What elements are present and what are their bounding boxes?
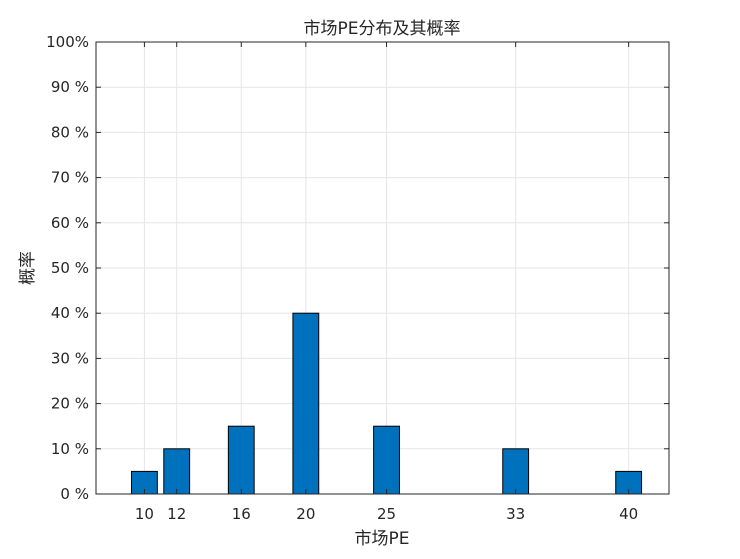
y-tick-label: 0 %	[60, 485, 89, 503]
y-tick-label: 20 %	[51, 395, 89, 413]
y-tick-label: 80 %	[51, 123, 89, 141]
y-axis-title: 概率	[18, 251, 38, 285]
y-tick-label: 90 %	[51, 78, 89, 96]
x-tick-label: 40	[619, 505, 638, 523]
y-tick-label: 40 %	[51, 304, 89, 322]
x-axis-title: 市场PE	[355, 529, 410, 549]
x-tick-label: 12	[167, 505, 186, 523]
bar-16	[227, 425, 255, 495]
y-tick-label: 60 %	[51, 214, 89, 232]
y-tick-label: 30 %	[51, 349, 89, 367]
x-tick-label: 16	[232, 505, 251, 523]
x-ticks: 10 12 16 20 25 33 40	[135, 42, 638, 523]
y-tick-label: 50 %	[51, 259, 89, 277]
y-tick-label: 100%	[46, 33, 89, 51]
y-tick-label: 70 %	[51, 169, 89, 187]
bar-12	[163, 448, 191, 495]
bar-33	[502, 448, 530, 495]
bars	[131, 312, 643, 495]
x-tick-label: 10	[135, 505, 154, 523]
chart-title: 市场PE分布及其概率	[304, 19, 461, 39]
x-tick-label: 20	[296, 505, 315, 523]
x-tick-label: 33	[506, 505, 525, 523]
x-tick-label: 25	[377, 505, 396, 523]
bar-25	[373, 425, 400, 495]
y-ticks: 0 % 10 % 20 % 30 % 40 % 50 % 60 % 70 % 80 % 90 % 1…	[46, 33, 669, 503]
y-tick-label: 10 %	[51, 440, 89, 458]
bar-20	[292, 312, 320, 495]
